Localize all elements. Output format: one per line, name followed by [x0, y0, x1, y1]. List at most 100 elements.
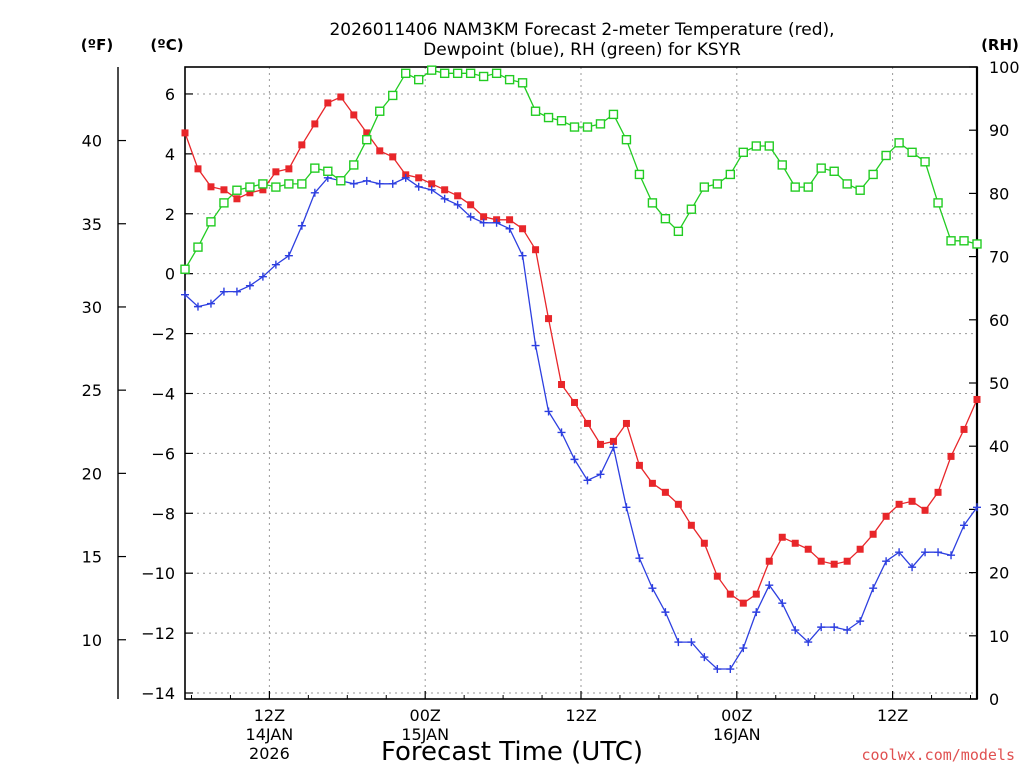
rh-tick-label: 30	[989, 500, 1009, 519]
dewpoint-point	[648, 584, 657, 593]
2-meter-temperature-point	[337, 93, 345, 101]
rh-point	[712, 179, 723, 189]
rh-point	[933, 198, 943, 208]
dewpoint-point	[388, 179, 397, 188]
dewpoint-point	[895, 548, 904, 557]
rh-point	[907, 147, 917, 158]
dewpoint-point	[440, 194, 449, 203]
dewpoint-point	[375, 179, 384, 188]
dewpoint-point	[609, 443, 618, 452]
rh-series	[180, 65, 982, 274]
2-meter-temperature-point	[272, 168, 280, 176]
dewpoint-point	[765, 581, 774, 590]
chart-title-line1: 2026011406 NAM3KM Forecast 2-meter Tempe…	[329, 20, 834, 40]
dewpoint-point	[466, 212, 475, 221]
dewpoint-point	[726, 665, 735, 674]
2-meter-temperature-point	[765, 557, 773, 565]
rh-point	[946, 236, 956, 246]
rh-point	[829, 166, 839, 176]
rh-point	[881, 150, 891, 161]
dewpoint-point	[206, 299, 215, 308]
dewpoint-point	[960, 521, 969, 530]
dewpoint-point	[193, 302, 202, 311]
2-meter-temperature-point	[609, 437, 617, 445]
dewpoint-point	[297, 221, 306, 230]
dewpoint-point	[856, 617, 865, 626]
2-meter-temperature-point	[947, 452, 955, 460]
2-meter-temperature-point	[532, 246, 540, 254]
2-meter-temperature-point	[648, 479, 656, 487]
rh-point	[543, 112, 554, 123]
2-meter-temperature-point	[181, 129, 189, 137]
x-tick-label-year: 2026	[249, 744, 290, 763]
dewpoint-point	[583, 476, 592, 485]
rh-point	[310, 163, 320, 173]
celsius-tick-label: 6	[165, 85, 175, 104]
2-meter-temperature-point	[480, 213, 488, 221]
rh-point	[414, 74, 424, 85]
rh-point	[790, 182, 800, 192]
2-meter-temperature-point	[467, 201, 475, 209]
x-tick-label-time: 00Z	[410, 706, 441, 725]
dewpoint-point	[505, 224, 514, 233]
rh-tick-label: 40	[989, 437, 1009, 456]
rh-point	[920, 157, 930, 167]
rh-point	[595, 119, 606, 129]
dewpoint-point	[219, 287, 228, 296]
2-meter-temperature-point	[311, 120, 319, 128]
2-meter-temperature-point	[622, 419, 630, 427]
chart-title-line2: Dewpoint (blue), RH (green) for KSYR	[423, 40, 741, 60]
rh-point	[647, 198, 658, 208]
rh-point	[959, 236, 969, 246]
2-meter-temperature-point	[752, 590, 760, 598]
dewpoint-point	[713, 665, 722, 674]
rh-point	[362, 134, 372, 145]
2-meter-temperature-point	[843, 557, 851, 565]
2-meter-temperature-point	[558, 380, 566, 388]
celsius-unit-label: (ºC)	[150, 36, 183, 54]
2-meter-temperature-point	[220, 186, 228, 194]
rh-point	[193, 242, 203, 252]
rh-point	[608, 109, 619, 120]
dewpoint-point	[947, 551, 956, 560]
dewpoint-point	[284, 251, 293, 260]
2-meter-temperature-point	[583, 419, 591, 427]
dewpoint-point	[869, 584, 878, 593]
dewpoint-point	[245, 281, 254, 290]
fahrenheit-tick-label: 25	[82, 381, 102, 400]
rh-point	[284, 179, 294, 189]
rh-point	[297, 179, 307, 189]
dewpoint-point	[258, 272, 267, 281]
rh-point	[673, 226, 684, 237]
rh-tick-label: 100	[989, 58, 1020, 77]
dewpoint-point	[674, 638, 683, 647]
rh-tick-label: 90	[989, 121, 1009, 140]
2-meter-temperature-point	[298, 141, 306, 149]
2-meter-temperature-point	[739, 599, 747, 607]
rh-point	[232, 185, 242, 195]
rh-point	[180, 264, 190, 274]
2-meter-temperature-point	[713, 572, 721, 580]
dewpoint-point	[401, 173, 410, 182]
2-meter-temperature-point	[687, 521, 695, 529]
x-tick-label-time: 12Z	[254, 706, 285, 725]
rh-point	[686, 204, 697, 214]
x-tick-label-time: 00Z	[721, 706, 752, 725]
x-tick-label-date: 14JAN	[246, 725, 294, 744]
rh-point	[634, 169, 645, 180]
rh-point	[478, 71, 489, 82]
dewpoint-point	[414, 182, 423, 191]
rh-point	[556, 116, 567, 126]
2-meter-temperature-point	[700, 539, 708, 547]
dewpoint-point	[687, 638, 696, 647]
2-meter-temperature-point	[934, 488, 942, 496]
rh-point	[206, 217, 216, 227]
rh-point	[336, 176, 346, 186]
axis-ticks: −14 −12 −10 −8 −6 −4 −2 0 2 4 6 10 15 20 25 30 35 40 0 10 20…	[82, 58, 1020, 763]
2-meter-temperature-point	[869, 530, 877, 538]
rh-point	[375, 106, 385, 116]
rh-point	[439, 68, 450, 79]
rh-point	[660, 213, 671, 224]
rh-point	[894, 138, 904, 148]
2-meter-temperature-point	[259, 186, 267, 194]
